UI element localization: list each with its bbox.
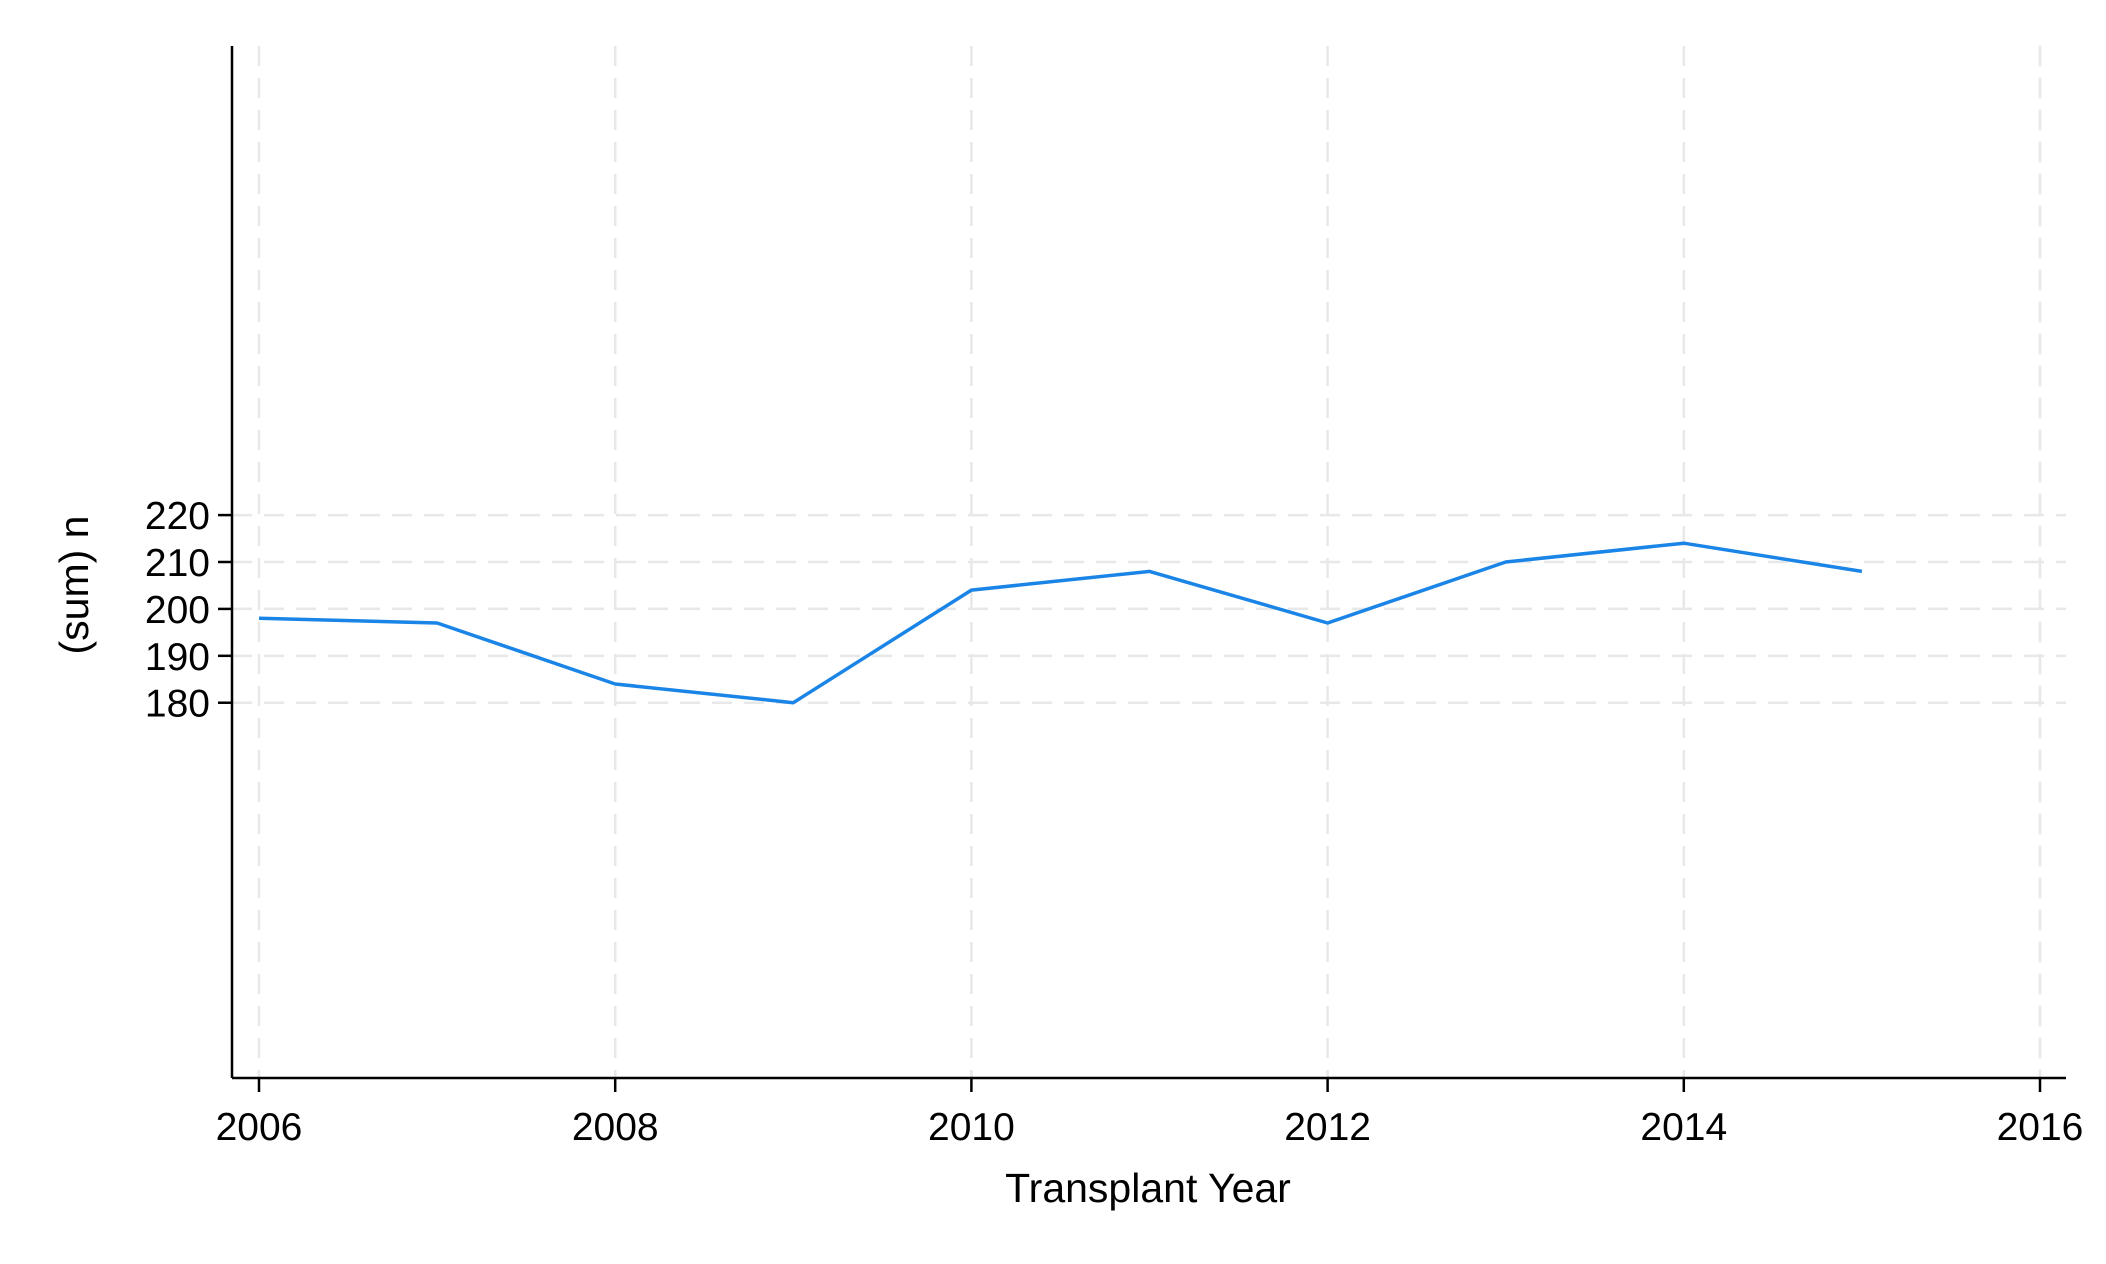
series-group bbox=[258, 541, 1863, 705]
x-axis-title: Transplant Year bbox=[1005, 1165, 1291, 1211]
x-tick-label: 2010 bbox=[928, 1106, 1015, 1149]
x-tick-label: 2012 bbox=[1284, 1106, 1371, 1149]
y-tick-label: 220 bbox=[145, 495, 210, 538]
y-gridlines bbox=[232, 513, 2066, 704]
y-tick-label: 180 bbox=[145, 683, 210, 726]
y-tick-label: 210 bbox=[145, 542, 210, 585]
x-tick-label: 2006 bbox=[216, 1106, 303, 1149]
series-line bbox=[258, 541, 1863, 705]
x-tick-label: 2008 bbox=[572, 1106, 659, 1149]
y-tick-label: 200 bbox=[145, 589, 210, 632]
x-tick-label: 2016 bbox=[1997, 1106, 2084, 1149]
x-axis-ticks: 2006 2008 2010 2012 2014 2016 bbox=[216, 1078, 2084, 1149]
x-tick-label: 2014 bbox=[1640, 1106, 1727, 1149]
y-axis-title: (sum) n bbox=[51, 516, 97, 655]
y-tick-label: 190 bbox=[145, 636, 210, 679]
